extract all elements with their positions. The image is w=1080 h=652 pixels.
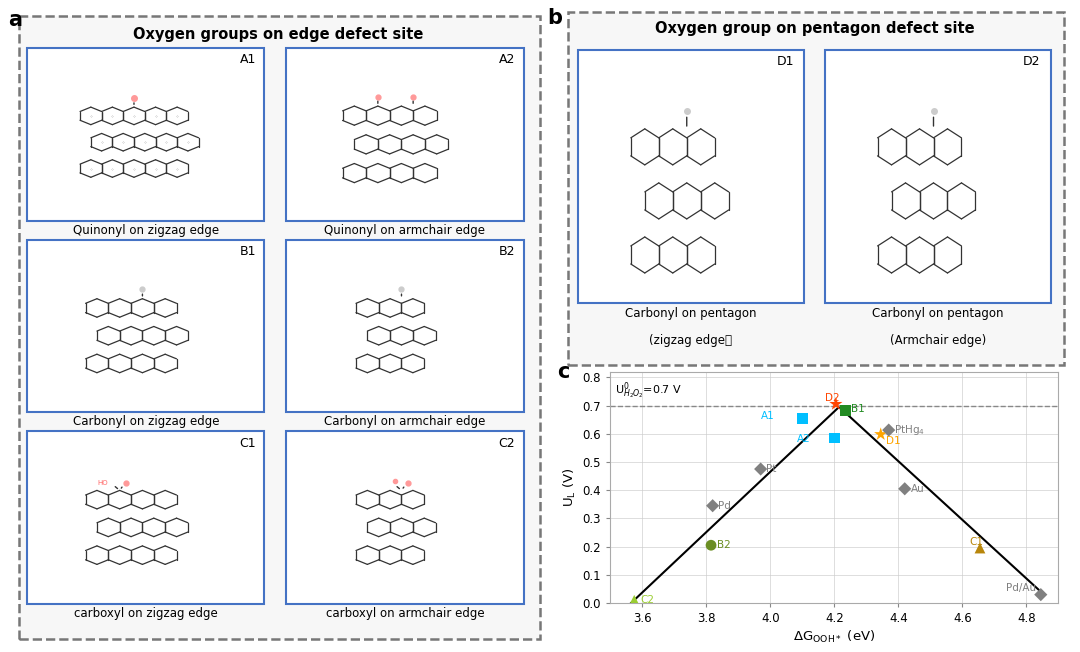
Text: C2: C2 <box>499 437 515 449</box>
Text: (Armchair edge): (Armchair edge) <box>890 334 986 347</box>
Text: D1: D1 <box>886 436 900 447</box>
Text: Carbonyl on zigzag edge: Carbonyl on zigzag edge <box>72 415 219 428</box>
Point <box>896 484 914 494</box>
Point <box>971 543 988 554</box>
Point <box>625 595 643 606</box>
Text: D2: D2 <box>1023 55 1040 68</box>
Text: B1: B1 <box>240 245 256 258</box>
Point <box>704 501 721 511</box>
Text: HO: HO <box>97 480 108 486</box>
Text: b: b <box>546 8 562 28</box>
Text: D1: D1 <box>777 55 794 68</box>
Y-axis label: U$_{\rm L}$ (V): U$_{\rm L}$ (V) <box>563 467 579 507</box>
Text: Pt: Pt <box>767 464 777 474</box>
Text: Au: Au <box>910 484 924 494</box>
FancyBboxPatch shape <box>578 50 804 303</box>
FancyBboxPatch shape <box>19 16 540 639</box>
Text: B2: B2 <box>717 541 730 550</box>
Text: carboxyl on zigzag edge: carboxyl on zigzag edge <box>73 607 218 620</box>
Text: Carbonyl on armchair edge: Carbonyl on armchair edge <box>324 415 486 428</box>
Text: (zigzag edge）: (zigzag edge） <box>649 334 732 347</box>
Text: C1: C1 <box>970 537 984 548</box>
FancyBboxPatch shape <box>27 48 265 220</box>
Point <box>827 399 845 409</box>
Point <box>872 429 889 439</box>
Text: B2: B2 <box>499 245 515 258</box>
Text: A2: A2 <box>797 434 810 445</box>
Point <box>837 405 854 415</box>
Text: D2: D2 <box>825 393 840 403</box>
Text: PtHg$_4$: PtHg$_4$ <box>893 423 924 437</box>
Point <box>880 425 897 436</box>
Text: C2: C2 <box>640 595 654 605</box>
Text: A1: A1 <box>761 411 775 421</box>
Text: carboxyl on armchair edge: carboxyl on armchair edge <box>325 607 484 620</box>
Text: U$^0_{H_2O_2}$=0.7 V: U$^0_{H_2O_2}$=0.7 V <box>615 380 683 401</box>
FancyBboxPatch shape <box>286 240 524 412</box>
Text: A1: A1 <box>240 53 256 66</box>
Point <box>794 413 811 423</box>
FancyBboxPatch shape <box>568 12 1064 364</box>
Point <box>702 540 719 550</box>
FancyBboxPatch shape <box>286 48 524 220</box>
FancyBboxPatch shape <box>27 240 265 412</box>
Text: Oxygen group on pentagon defect site: Oxygen group on pentagon defect site <box>654 21 974 36</box>
Text: c: c <box>557 362 569 382</box>
Text: Quinonyl on armchair edge: Quinonyl on armchair edge <box>324 224 485 237</box>
Point <box>752 464 769 474</box>
Point <box>1032 589 1050 600</box>
X-axis label: $\Delta$G$_{\rm OOH*}$ (eV): $\Delta$G$_{\rm OOH*}$ (eV) <box>793 629 876 645</box>
FancyBboxPatch shape <box>27 432 265 604</box>
Text: C1: C1 <box>240 437 256 449</box>
Text: Quinonyl on zigzag edge: Quinonyl on zigzag edge <box>72 224 219 237</box>
Text: Pd: Pd <box>718 501 731 511</box>
Text: A2: A2 <box>499 53 515 66</box>
Text: Pd/Au: Pd/Au <box>1005 584 1036 593</box>
Text: B1: B1 <box>851 404 865 414</box>
FancyBboxPatch shape <box>286 432 524 604</box>
Text: Oxygen groups on edge defect site: Oxygen groups on edge defect site <box>133 27 423 42</box>
Text: Carbonyl on pentagon: Carbonyl on pentagon <box>625 307 757 320</box>
Point <box>826 433 843 443</box>
Text: Carbonyl on pentagon: Carbonyl on pentagon <box>872 307 1003 320</box>
FancyBboxPatch shape <box>825 50 1051 303</box>
Text: a: a <box>9 10 22 30</box>
